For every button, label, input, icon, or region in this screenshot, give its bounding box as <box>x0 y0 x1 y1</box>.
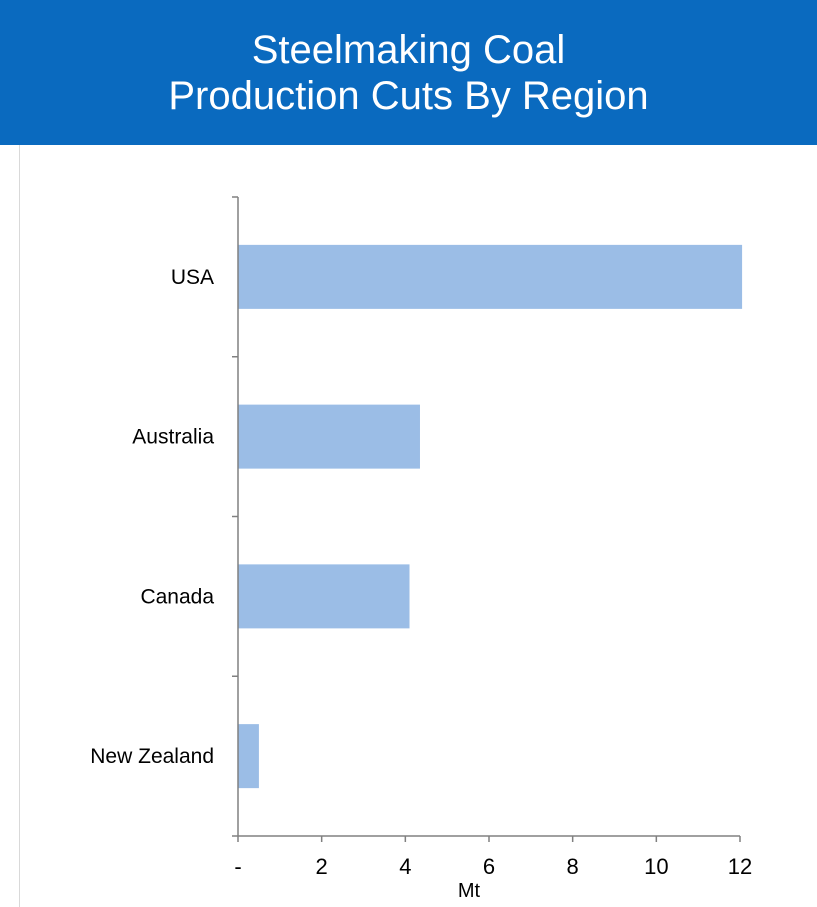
x-axis-title: Mt <box>458 880 481 902</box>
bar-new-zealand <box>238 724 259 789</box>
chart-title-line-1: Steelmaking Coal <box>251 27 566 72</box>
bar-usa <box>238 244 743 309</box>
x-tick-label: - <box>234 854 241 879</box>
y-tick-label: Canada <box>140 585 214 608</box>
x-tick-label: 8 <box>567 854 579 879</box>
x-tick-label: 2 <box>316 854 328 879</box>
x-tick-label: 12 <box>728 854 752 879</box>
chart-title-line-2: Production Cuts By Region <box>168 73 649 118</box>
y-tick-label: Australia <box>132 426 214 449</box>
x-tick-label: 4 <box>399 854 411 879</box>
y-tick-label: New Zealand <box>90 745 214 768</box>
bar-canada <box>238 564 410 629</box>
y-tick-label: USA <box>171 266 214 289</box>
chart-frame <box>19 145 817 907</box>
x-tick-label: 6 <box>483 854 495 879</box>
bar-australia <box>238 404 420 469</box>
chart-title-banner: Steelmaking Coal Production Cuts By Regi… <box>0 0 817 145</box>
x-tick-label: 10 <box>644 854 668 879</box>
